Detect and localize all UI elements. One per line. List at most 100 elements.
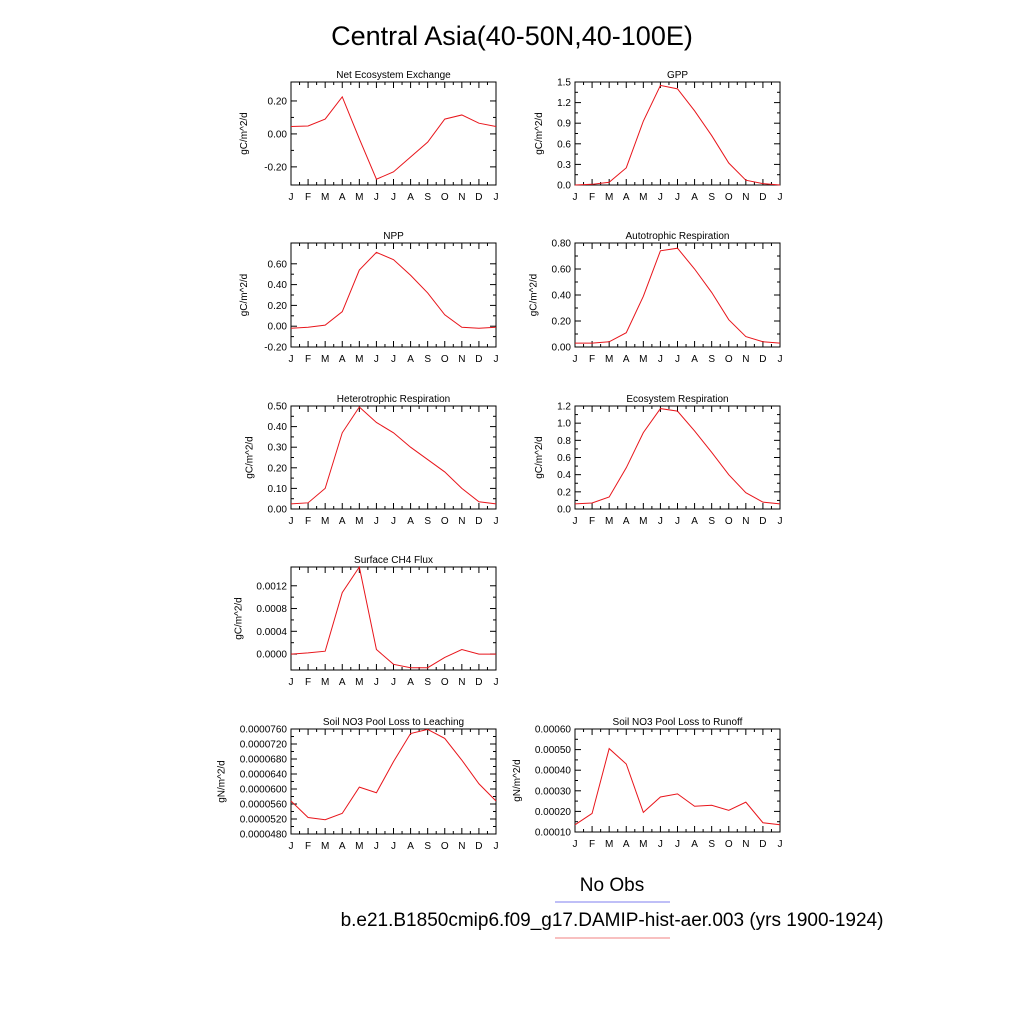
x-tick-label: F [305, 354, 311, 365]
x-tick-label: J [391, 677, 396, 688]
x-tick-label: M [605, 516, 613, 527]
x-tick-label: S [424, 677, 431, 688]
x-tick-label: O [725, 516, 733, 527]
x-tick-label: A [339, 354, 346, 365]
y-tick-label: 0.6 [557, 139, 571, 150]
plot-frame [290, 81, 497, 186]
y-axis-label: gC/m^2/d [245, 436, 256, 479]
x-tick-label: J [675, 192, 680, 203]
y-axis-label: gC/m^2/d [529, 274, 540, 317]
x-tick-label: M [605, 354, 613, 365]
x-tick-label: A [339, 841, 346, 852]
x-tick-label: J [494, 192, 499, 203]
x-tick-label: F [589, 839, 595, 850]
legend-label-model: b.e21.B1850cmip6.f09_g17.DAMIP-hist-aer.… [341, 910, 884, 931]
y-tick-label: 0.00020 [535, 807, 572, 818]
x-tick-label: M [605, 192, 613, 203]
plot-frame [290, 566, 497, 671]
x-tick-label: J [573, 354, 578, 365]
x-tick-label: A [339, 677, 346, 688]
plot-frame [574, 81, 781, 186]
y-tick-label: 0.20 [552, 317, 572, 328]
x-tick-label: O [441, 516, 449, 527]
panel-title: NPP [383, 231, 404, 242]
x-tick-label: J [494, 677, 499, 688]
x-tick-label: F [305, 841, 311, 852]
x-tick-label: O [441, 354, 449, 365]
x-tick-label: M [639, 354, 647, 365]
y-tick-label: 0.00030 [535, 786, 572, 797]
y-axis: 0.00 0.10 0.20 0.30 0.40 0.50 [268, 402, 496, 516]
y-tick-label: 0.20 [268, 301, 288, 312]
x-tick-label: M [321, 841, 329, 852]
x-tick-label: D [759, 516, 766, 527]
y-tick-label: 0.0000720 [240, 740, 288, 751]
x-tick-label: M [355, 192, 363, 203]
y-axis-label: gC/m^2/d [534, 436, 545, 479]
plot-frame [290, 728, 497, 835]
y-axis: -0.20 0.00 0.20 [264, 96, 496, 173]
x-tick-label: A [691, 192, 698, 203]
y-axis: 0.0 0.3 0.6 0.9 1.2 1.5 [557, 78, 780, 192]
x-tick-label: O [725, 354, 733, 365]
series-line [574, 408, 781, 505]
x-tick-label: J [573, 516, 578, 527]
panel-title: Heterotrophic Respiration [337, 394, 450, 405]
x-tick-label: J [374, 841, 379, 852]
x-tick-label: N [742, 354, 749, 365]
x-tick-label: M [355, 677, 363, 688]
y-tick-label: 0.50 [268, 402, 288, 413]
y-tick-label: 0.0 [557, 181, 571, 192]
x-tick-label: A [407, 841, 414, 852]
x-tick-label: J [778, 192, 783, 203]
series-line [290, 251, 497, 329]
panel-title: GPP [667, 70, 688, 81]
x-tick-label: D [475, 354, 482, 365]
y-axis: 0.0000480 0.0000520 0.0000560 0.0000600 0.00… [240, 725, 496, 841]
series-line [290, 95, 497, 180]
y-tick-label: 0.6 [557, 453, 571, 464]
y-axis-label: gC/m^2/d [534, 112, 545, 155]
y-tick-label: 0.80 [552, 239, 572, 250]
x-tick-label: F [305, 192, 311, 203]
x-tick-label: D [759, 192, 766, 203]
x-tick-label: O [441, 841, 449, 852]
x-tick-label: N [742, 516, 749, 527]
plot-frame [574, 242, 781, 348]
panel-title: Soil NO3 Pool Loss to Leaching [323, 717, 464, 728]
panel-title: Net Ecosystem Exchange [336, 70, 451, 81]
x-tick-label: J [573, 839, 578, 850]
y-axis: 0.00010 0.00020 0.00030 0.00040 0.00050 0.000… [535, 725, 780, 839]
x-tick-label: J [675, 839, 680, 850]
series-line [290, 728, 497, 821]
x-tick-label: J [778, 354, 783, 365]
x-tick-label: J [778, 839, 783, 850]
x-tick-label: D [475, 516, 482, 527]
y-tick-label: 0.0008 [256, 604, 287, 615]
y-tick-label: 0.0000560 [240, 800, 288, 811]
x-tick-label: A [623, 516, 630, 527]
page-title: Central Asia(40-50N,40-100E) [331, 21, 693, 51]
y-tick-label: 0.40 [552, 291, 572, 302]
panel-title: Surface CH4 Flux [354, 555, 433, 566]
series-line [574, 747, 781, 826]
x-tick-label: M [639, 839, 647, 850]
y-tick-label: 0.00040 [535, 766, 572, 777]
x-tick-label: O [725, 839, 733, 850]
y-tick-label: 0.4 [557, 470, 571, 481]
x-tick-label: S [424, 841, 431, 852]
x-tick-label: J [391, 192, 396, 203]
x-tick-label: S [708, 516, 715, 527]
legend-label-obs: No Obs [580, 875, 644, 896]
x-tick-label: O [725, 192, 733, 203]
plot-frame [574, 728, 781, 833]
